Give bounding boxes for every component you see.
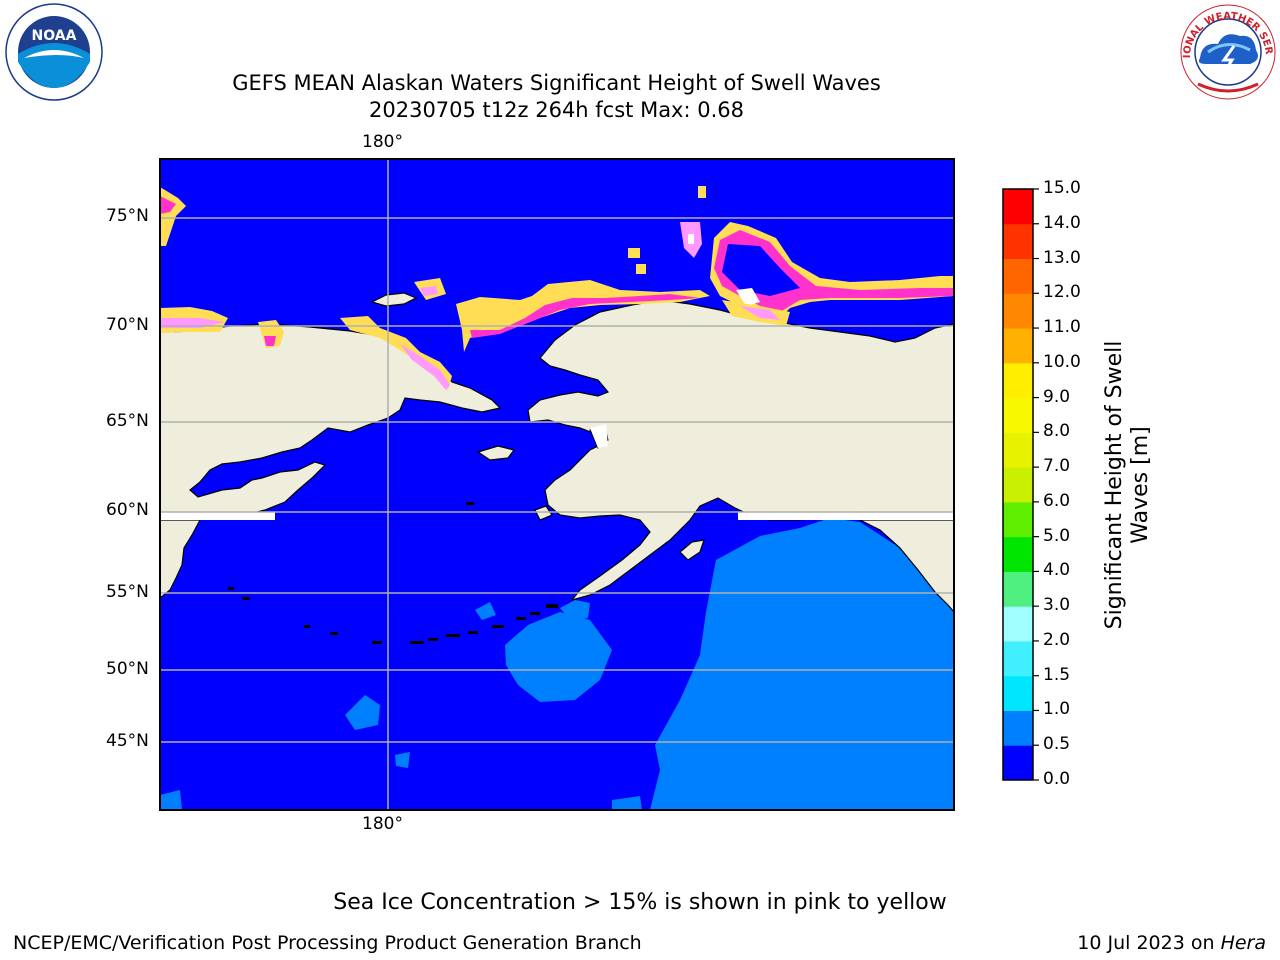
- land-nunivak-island: [534, 505, 553, 521]
- colorbar-tick-label: 11.0: [1043, 317, 1081, 338]
- colorbar-tick-label: 3.0: [1043, 595, 1071, 616]
- colorbar-bin: [1003, 223, 1033, 260]
- footer-right: 10 Jul 2023 on Hera: [1077, 932, 1266, 954]
- swell-region-light: [395, 752, 410, 768]
- colorbar-bin: [1003, 675, 1033, 711]
- swell-region-light: [345, 695, 380, 730]
- footer-host: Hera: [1220, 932, 1266, 954]
- colorbar-bin: [1003, 606, 1033, 642]
- noaa-logo: NOAA: [4, 2, 104, 102]
- colorbar-bin: [1003, 258, 1033, 294]
- colorbar-tick-label: 13.0: [1043, 247, 1081, 268]
- land-st-lawrence-island: [476, 445, 516, 461]
- swell-region-light: [560, 600, 590, 620]
- chart-title: GEFS MEAN Alaskan Waters Significant Hei…: [232, 71, 881, 95]
- noaa-logo-icon: NOAA: [5, 3, 103, 101]
- colorbar-tick-label: 7.0: [1043, 456, 1071, 477]
- colorbar-bin: [1003, 362, 1033, 399]
- colorbar-bin: [1003, 397, 1033, 433]
- sea-ice-note: Sea Ice Concentration > 15% is shown in …: [333, 890, 947, 915]
- land-wrangel-island: [370, 292, 418, 307]
- swell-region-light: [475, 602, 496, 620]
- lon-label-bottom: 180°: [362, 814, 403, 834]
- missing-data-patch: [590, 424, 608, 448]
- missing-data-strip: [160, 512, 275, 520]
- colorbar-tick-label: 10.0: [1043, 351, 1081, 372]
- chart-subtitle: 20230705 t12z 264h fcst Max: 0.68: [369, 98, 744, 122]
- colorbar-tick-label: 2.0: [1043, 629, 1071, 650]
- nws-logo: NATIONAL WEATHER SERVICE: [1174, 0, 1278, 102]
- colorbar-label-line2: Waves [m]: [1128, 426, 1153, 544]
- swell-region-light: [160, 790, 182, 810]
- sea-ice: [160, 186, 954, 390]
- colorbar: [1002, 188, 1039, 781]
- missing-data-strip: [738, 512, 954, 520]
- colorbar-tick-label: 1.5: [1043, 664, 1071, 685]
- graticule: [160, 159, 954, 810]
- colorbar-bin: [1003, 328, 1033, 364]
- nws-logo-icon: NATIONAL WEATHER SERVICE: [1174, 0, 1276, 100]
- lat-label-45n: 45°N: [106, 731, 149, 751]
- colorbar-bin: [1003, 432, 1033, 468]
- colorbar-bin: [1003, 189, 1033, 225]
- colorbar-bin: [1003, 745, 1033, 781]
- swell-region-light: [612, 796, 642, 810]
- colorbar-tick-label: 15.0: [1043, 178, 1081, 198]
- swell-region-light: [650, 518, 954, 810]
- colorbar-tick-label: 0.5: [1043, 734, 1071, 755]
- colorbar-tick-label: 5.0: [1043, 525, 1071, 546]
- colorbar-bin: [1003, 293, 1033, 329]
- footer-date: 10 Jul 2023 on: [1077, 932, 1221, 954]
- colorbar-bin: [1003, 571, 1033, 607]
- lat-label-60n: 60°N: [106, 500, 149, 520]
- colorbar-label-line1: Significant Height of Swell: [1102, 340, 1127, 630]
- colorbar-tick-label: 0.0: [1043, 769, 1071, 789]
- colorbar-tick-label: 9.0: [1043, 386, 1071, 407]
- colorbar-tick-label: 14.0: [1043, 212, 1081, 233]
- lon-label-top: 180°: [362, 132, 403, 152]
- colorbar-bin: [1003, 640, 1033, 677]
- svg-text:NOAA: NOAA: [32, 28, 77, 44]
- colorbar-tick-label: 8.0: [1043, 421, 1071, 442]
- lat-label-55n: 55°N: [106, 582, 149, 602]
- colorbar-bin: [1003, 501, 1033, 538]
- footer-left: NCEP/EMC/Verification Post Processing Pr…: [13, 932, 642, 954]
- colorbar-bin: [1003, 536, 1033, 572]
- colorbar-bin: [1003, 467, 1033, 503]
- colorbar-bin: [1003, 710, 1033, 746]
- lat-label-50n: 50°N: [106, 659, 149, 679]
- colorbar-tick-label: 12.0: [1043, 282, 1081, 303]
- lat-label-70n: 70°N: [106, 315, 149, 335]
- colorbar-frame: [1002, 188, 1034, 781]
- colorbar-tick-label: 4.0: [1043, 560, 1071, 581]
- land-southeast-alaska: [859, 519, 954, 613]
- swell-region-light: [505, 612, 612, 702]
- map-frame: [159, 158, 955, 811]
- lat-label-75n: 75°N: [106, 206, 149, 226]
- lat-label-65n: 65°N: [106, 411, 149, 431]
- land-kodiak-island: [679, 539, 705, 561]
- colorbar-tick-label: 6.0: [1043, 490, 1071, 511]
- aleutian-islands: [228, 502, 558, 644]
- colorbar-tick-label: 1.0: [1043, 699, 1071, 720]
